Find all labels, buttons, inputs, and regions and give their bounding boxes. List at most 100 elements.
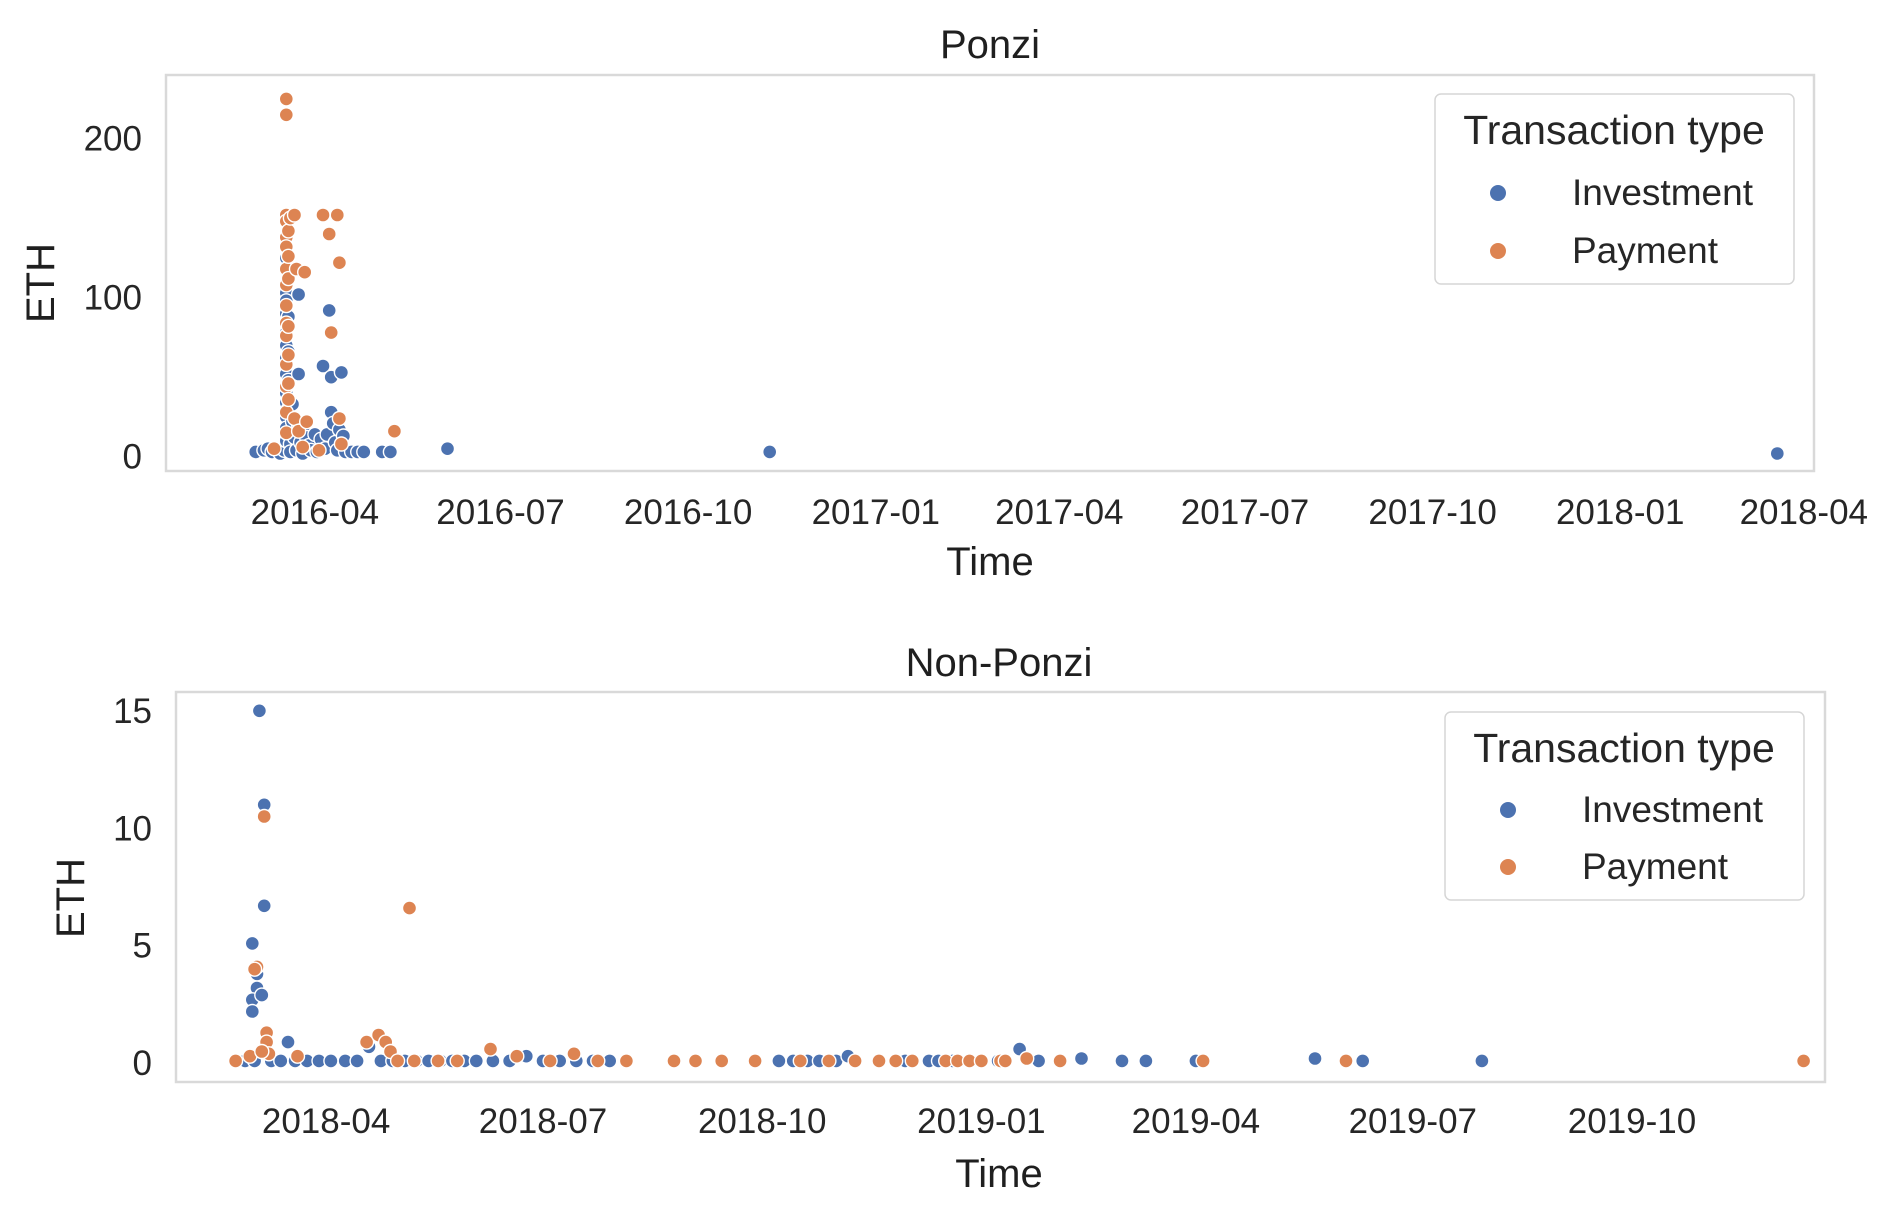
point-payment	[280, 248, 297, 264]
point-payment	[266, 441, 282, 457]
point-payment	[289, 1048, 306, 1064]
point-payment	[286, 207, 303, 223]
point-investment	[333, 364, 350, 381]
point-payment	[590, 1053, 606, 1069]
point-investment	[280, 1034, 296, 1050]
y-axis-label: ETH	[19, 243, 63, 323]
legend-marker-investment	[1500, 802, 1516, 818]
y-tick-label: 5	[133, 927, 152, 966]
point-investment	[290, 366, 307, 382]
y-tick-labels: 0 100 200	[84, 120, 142, 477]
point-payment	[871, 1053, 887, 1069]
point-payment	[792, 1053, 808, 1069]
point-payment	[1018, 1050, 1035, 1067]
point-payment	[278, 297, 294, 314]
legend-title: Transaction type	[1463, 107, 1765, 153]
point-investment	[349, 1053, 365, 1069]
legend-label-investment: Investment	[1572, 172, 1754, 213]
point-investment	[468, 1053, 484, 1069]
x-tick-label: 2017-01	[812, 493, 940, 532]
x-tick-label: 2017-10	[1368, 493, 1496, 532]
chart-title: Ponzi	[940, 23, 1040, 67]
point-payment	[246, 961, 263, 977]
x-tick-label: 2018-10	[698, 1102, 826, 1141]
point-payment	[1338, 1053, 1354, 1069]
point-payment	[315, 207, 331, 223]
non-ponzi-panel: Non-Ponzi 2018-04 2018-07 2018-10 2019-01 20…	[49, 641, 1827, 1196]
point-payment	[714, 1053, 730, 1069]
legend-marker-payment	[1490, 243, 1506, 259]
x-tick-label: 2018-01	[1556, 493, 1684, 532]
legend-label-payment: Payment	[1582, 846, 1729, 887]
x-tick-label: 2016-10	[624, 493, 752, 532]
point-payment	[331, 410, 348, 427]
point-payment	[1195, 1053, 1211, 1069]
point-payment	[295, 439, 311, 455]
chart-title: Non-Ponzi	[906, 641, 1093, 685]
point-payment	[1795, 1053, 1812, 1069]
x-tick-label: 2018-04	[262, 1102, 390, 1141]
x-tick-label: 2018-04	[1740, 493, 1868, 532]
point-payment	[888, 1053, 904, 1069]
x-axis-label: Time	[946, 540, 1033, 584]
x-tick-label: 2019-01	[917, 1102, 1045, 1141]
y-tick-label: 15	[113, 692, 152, 731]
point-payment	[321, 226, 337, 242]
point-payment	[256, 808, 272, 825]
x-tick-label: 2016-07	[436, 493, 564, 532]
point-payment	[331, 255, 348, 271]
legend-label-payment: Payment	[1572, 230, 1719, 271]
y-tick-label: 0	[133, 1044, 152, 1083]
legend-title: Transaction type	[1473, 725, 1775, 771]
point-payment	[542, 1053, 558, 1069]
point-payment	[333, 436, 350, 452]
point-payment	[278, 91, 294, 107]
point-payment	[280, 223, 297, 239]
x-tick-label: 2019-07	[1349, 1102, 1477, 1141]
point-payment	[821, 1053, 837, 1069]
point-investment	[356, 444, 372, 460]
x-tick-label: 2016-04	[251, 493, 379, 532]
point-investment	[256, 898, 272, 914]
y-tick-label: 10	[113, 809, 152, 848]
legend-marker-investment	[1490, 185, 1506, 201]
point-payment	[973, 1053, 990, 1069]
x-tick-label: 2017-04	[995, 493, 1123, 532]
legend: Transaction type Investment Payment	[1444, 711, 1805, 901]
point-payment	[406, 1053, 422, 1069]
point-payment	[278, 107, 294, 123]
point-payment	[299, 414, 315, 430]
x-tick-label: 2019-10	[1568, 1102, 1696, 1141]
point-investment	[1114, 1053, 1130, 1069]
point-payment	[389, 1053, 406, 1069]
y-tick-labels: 0 5 10 15	[113, 692, 152, 1083]
point-investment	[244, 935, 261, 952]
point-payment	[311, 442, 327, 458]
point-investment	[1307, 1050, 1323, 1067]
point-payment	[254, 1043, 270, 1060]
point-payment	[329, 207, 345, 223]
points-layer	[247, 91, 1786, 462]
point-investment	[439, 441, 456, 457]
point-payment	[482, 1041, 499, 1057]
legend: Transaction type Investment Payment	[1434, 93, 1795, 285]
point-payment	[566, 1046, 582, 1062]
point-payment	[904, 1053, 920, 1069]
point-investment	[244, 1003, 261, 1020]
point-payment	[997, 1053, 1013, 1069]
point-investment	[382, 444, 399, 460]
point-payment	[847, 1053, 863, 1069]
x-tick-label: 2017-07	[1181, 493, 1309, 532]
point-investment	[762, 444, 778, 460]
x-tick-labels: 2018-04 2018-07 2018-10 2019-01 2019-04 2019-…	[262, 1102, 1696, 1141]
point-investment	[1474, 1053, 1490, 1069]
y-tick-label: 100	[84, 279, 142, 318]
point-payment	[509, 1048, 525, 1064]
point-payment	[449, 1053, 465, 1069]
ponzi-panel: Ponzi 2016-04 2016-07 2016-10 2017-01 2017-0…	[19, 23, 1868, 584]
legend-label-investment: Investment	[1582, 789, 1764, 830]
point-payment	[430, 1053, 446, 1069]
x-axis-label: Time	[955, 1152, 1042, 1196]
legend-marker-payment	[1500, 859, 1516, 875]
